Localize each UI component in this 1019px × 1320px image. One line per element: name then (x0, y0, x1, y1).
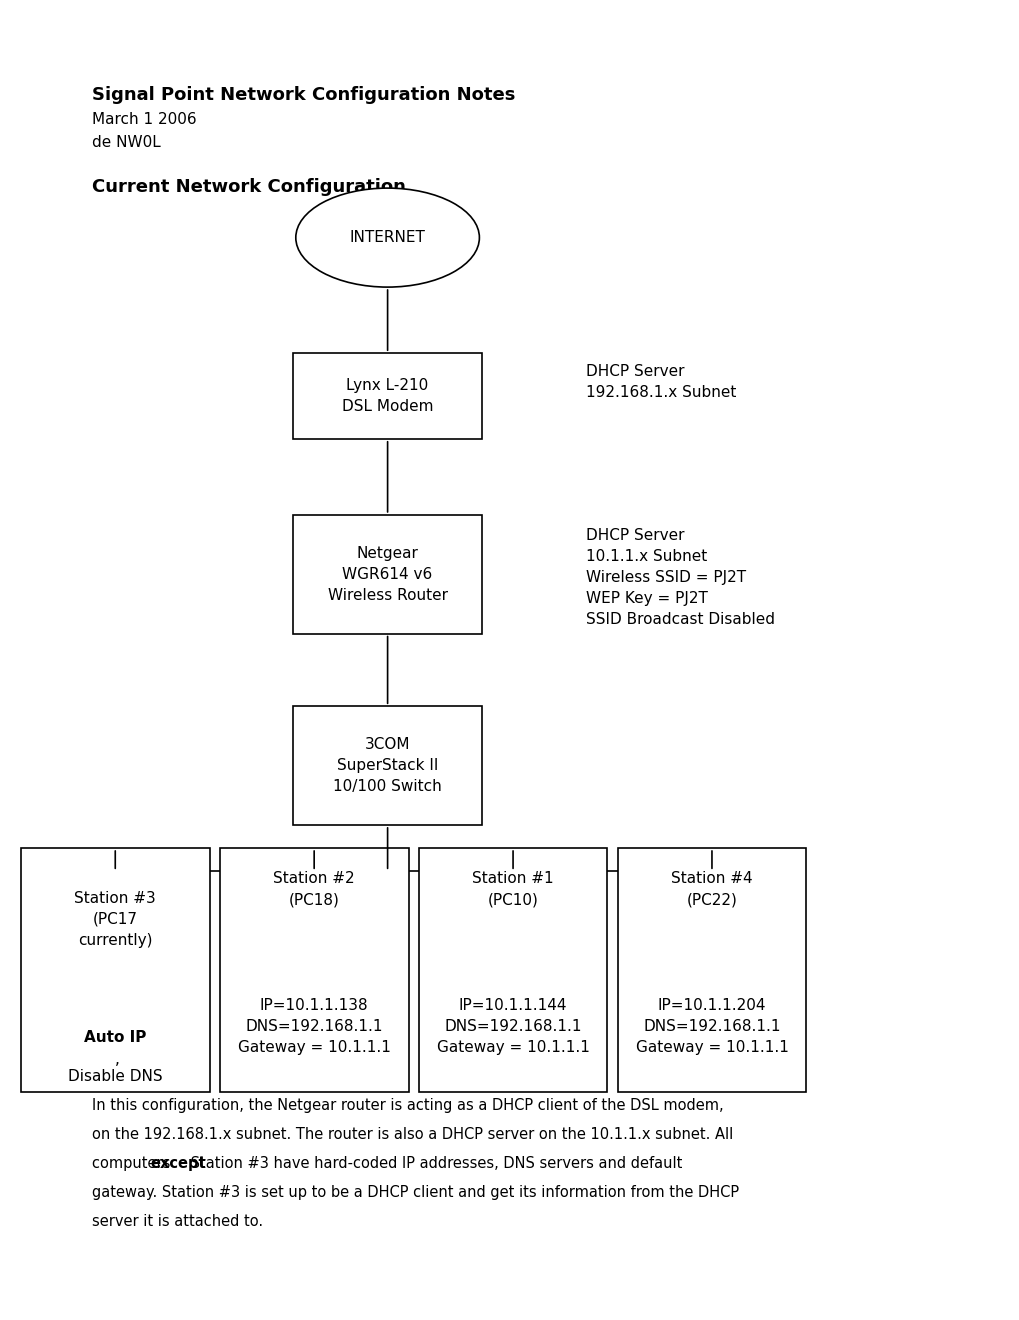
FancyBboxPatch shape (220, 847, 408, 1093)
Text: DHCP Server
10.1.1.x Subnet
Wireless SSID = PJ2T
WEP Key = PJ2T
SSID Broadcast D: DHCP Server 10.1.1.x Subnet Wireless SSI… (586, 528, 774, 627)
Text: server it is attached to.: server it is attached to. (92, 1214, 263, 1229)
FancyBboxPatch shape (618, 847, 806, 1093)
Text: Station #3 have hard-coded IP addresses, DNS servers and default: Station #3 have hard-coded IP addresses,… (185, 1156, 682, 1171)
Text: Current Network Configuration: Current Network Configuration (92, 178, 406, 197)
Text: IP=10.1.1.204
DNS=192.168.1.1
Gateway = 10.1.1.1: IP=10.1.1.204 DNS=192.168.1.1 Gateway = … (635, 977, 788, 1055)
Text: Signal Point Network Configuration Notes: Signal Point Network Configuration Notes (92, 86, 515, 104)
Text: Lynx L-210
DSL Modem: Lynx L-210 DSL Modem (341, 378, 433, 414)
Text: INTERNET: INTERNET (350, 230, 425, 246)
Text: gateway. Station #3 is set up to be a DHCP client and get its information from t: gateway. Station #3 is set up to be a DH… (92, 1185, 738, 1200)
FancyBboxPatch shape (293, 354, 482, 438)
Text: computers: computers (92, 1156, 174, 1171)
Text: DHCP Server
192.168.1.x Subnet: DHCP Server 192.168.1.x Subnet (586, 364, 736, 400)
Text: except: except (151, 1156, 206, 1171)
FancyBboxPatch shape (293, 515, 482, 634)
Text: Auto IP: Auto IP (84, 1030, 147, 1044)
Text: on the 192.168.1.x subnet. The router is also a DHCP server on the 10.1.1.x subn: on the 192.168.1.x subnet. The router is… (92, 1127, 733, 1142)
Text: Station #2
(PC18): Station #2 (PC18) (273, 871, 355, 907)
FancyBboxPatch shape (293, 706, 482, 825)
Text: Disable DNS: Disable DNS (68, 1069, 162, 1084)
Text: Station #4
(PC22): Station #4 (PC22) (671, 871, 752, 907)
Text: IP=10.1.1.144
DNS=192.168.1.1
Gateway = 10.1.1.1: IP=10.1.1.144 DNS=192.168.1.1 Gateway = … (436, 977, 589, 1055)
FancyBboxPatch shape (419, 847, 607, 1093)
Ellipse shape (296, 189, 479, 288)
Text: Station #3
(PC17
currently): Station #3 (PC17 currently) (74, 891, 156, 948)
Text: March 1 2006: March 1 2006 (92, 112, 197, 127)
Text: In this configuration, the Netgear router is acting as a DHCP client of the DSL : In this configuration, the Netgear route… (92, 1098, 722, 1113)
Text: de NW0L: de NW0L (92, 135, 160, 149)
Text: IP=10.1.1.138
DNS=192.168.1.1
Gateway = 10.1.1.1: IP=10.1.1.138 DNS=192.168.1.1 Gateway = … (237, 977, 390, 1055)
Text: 3COM
SuperStack II
10/100 Switch: 3COM SuperStack II 10/100 Switch (333, 737, 441, 795)
Text: ,: , (115, 1052, 120, 1067)
FancyBboxPatch shape (21, 847, 210, 1093)
Text: Station #1
(PC10): Station #1 (PC10) (472, 871, 553, 907)
Text: Netgear
WGR614 v6
Wireless Router: Netgear WGR614 v6 Wireless Router (327, 545, 447, 603)
